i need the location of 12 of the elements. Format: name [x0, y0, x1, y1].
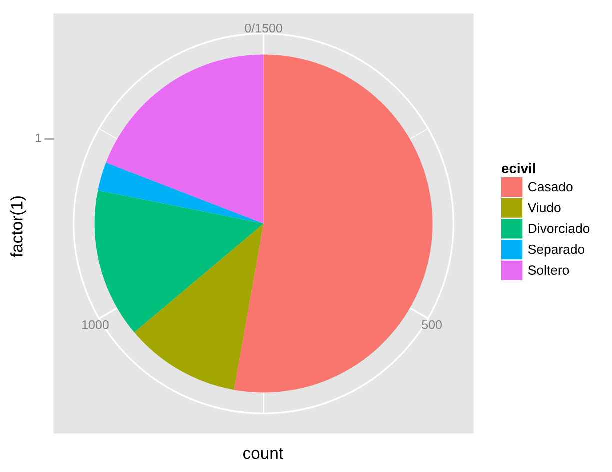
text: 1000: [82, 320, 109, 330]
text: factor(1): [10, 196, 26, 258]
legend-title: ecivil: [502, 163, 536, 174]
legend-label: Divorciado: [528, 224, 590, 234]
text: 500: [422, 320, 442, 330]
legend-label: Separado: [528, 244, 585, 257]
text: count: [243, 448, 284, 460]
legend-label: Viudo: [528, 202, 561, 212]
legend-label: Soltero: [528, 265, 570, 276]
text: 1: [36, 134, 42, 142]
text: 0/1500: [245, 24, 282, 33]
legend-label: Casado: [528, 182, 573, 192]
